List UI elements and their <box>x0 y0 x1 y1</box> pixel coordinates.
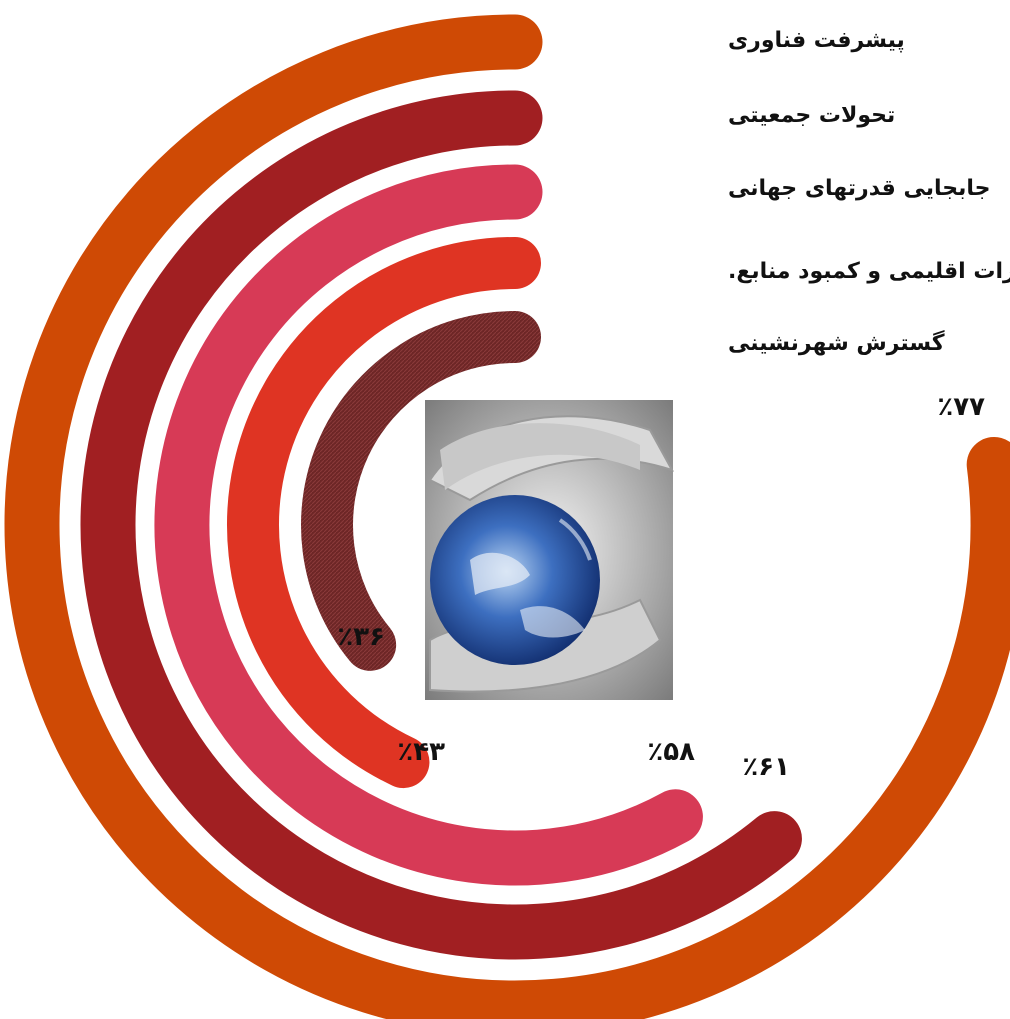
category-label-2: تحولات جمعیتی <box>728 103 895 128</box>
hands-globe-image <box>425 400 675 700</box>
category-label-4: تغییرات اقلیمی و کمبود منابع. <box>728 259 1010 284</box>
value-label-2: ٪۶۱ <box>742 752 790 782</box>
series-arcs <box>4 14 1010 1019</box>
category-label-5: گسترش شهرنشینی <box>728 329 945 356</box>
value-label-4: ٪۴۳ <box>397 737 445 767</box>
value-label-3: ٪۵۸ <box>647 737 695 767</box>
category-label-3: جابجایی قدرتهای جهانی <box>728 176 990 201</box>
value-labels: ٪۷۷ ٪۶۱ ٪۵۸ ٪۴۳ ٪۳۶ <box>337 392 985 782</box>
arc-series-3 <box>154 164 703 886</box>
value-label-5: ٪۳۶ <box>337 622 385 652</box>
arc-series-1 <box>4 14 1010 1019</box>
category-labels: پیشرفت فناوری تحولات جمعیتی جابجایی قدرتها… <box>728 28 1010 356</box>
category-label-1: پیشرفت فناوری <box>728 28 905 53</box>
value-label-1: ٪۷۷ <box>937 392 985 422</box>
arc-series-4 <box>227 237 541 789</box>
arc-series-2 <box>80 90 802 960</box>
arc-series-5 <box>301 311 541 671</box>
